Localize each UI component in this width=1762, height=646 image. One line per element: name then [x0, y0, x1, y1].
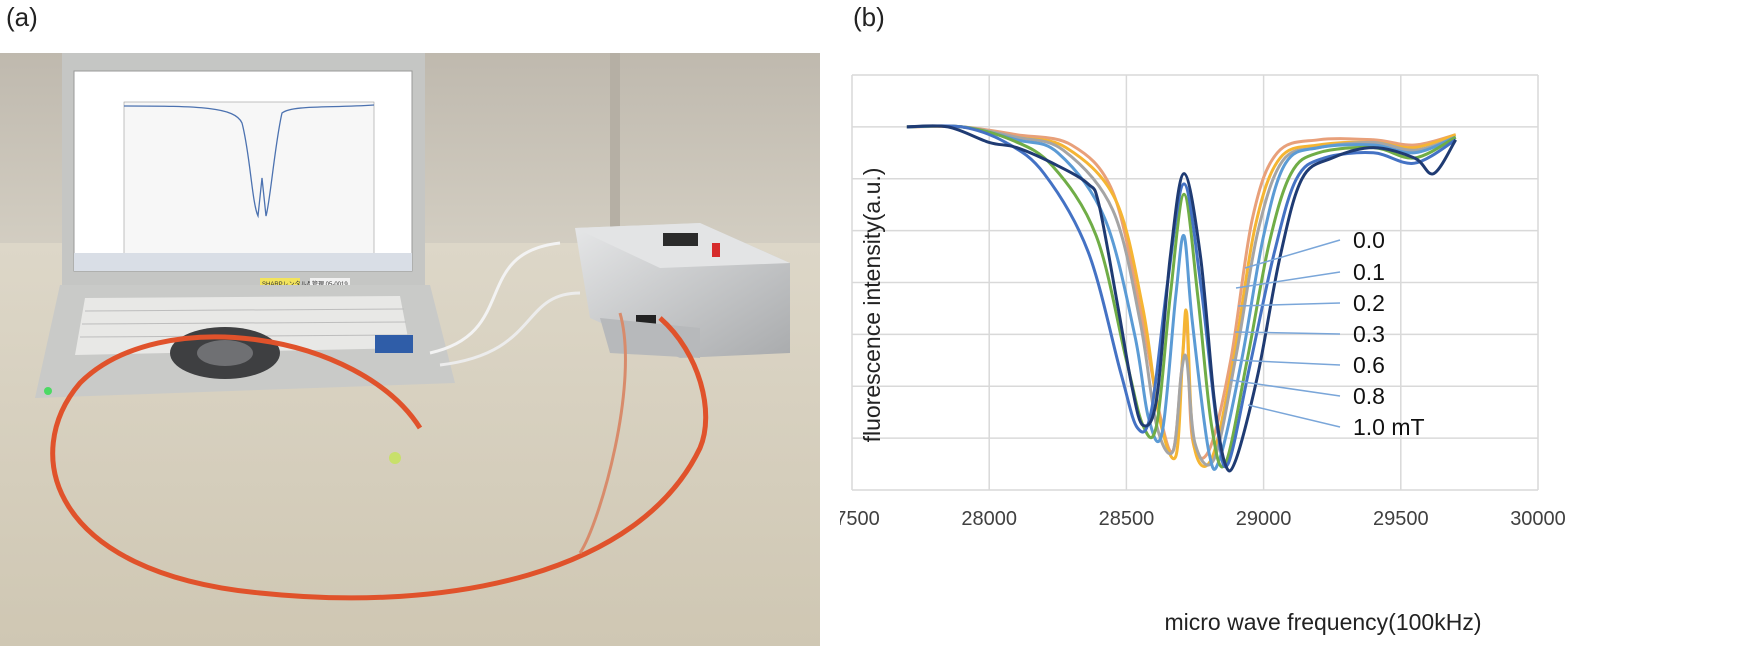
sticker-2 [310, 278, 350, 288]
screen-plot-line [123, 104, 375, 219]
legend-label-1: 0.1 [1353, 259, 1385, 285]
svg-text:管理 05-0019: 管理 05-0019 [312, 280, 348, 288]
usb-cable-1 [429, 241, 561, 355]
series-line-6 [906, 124, 1457, 473]
legend-leader-2 [1237, 302, 1341, 307]
x-tick-label: 29000 [1236, 508, 1292, 530]
box-display [663, 233, 698, 246]
taskbar [74, 253, 412, 271]
panel-label-b: (b) [853, 2, 885, 32]
axes-layer: 0.9860.9880.990.9920.9940.9960.99811.002… [840, 508, 1566, 530]
x-tick-label: 29500 [1373, 508, 1429, 530]
optical-fiber [50, 316, 709, 601]
series-layer [906, 124, 1457, 473]
fiber-probe-tip [389, 452, 401, 464]
legend-label-3: 0.3 [1353, 321, 1385, 347]
legend-leader-1 [1235, 271, 1341, 289]
legend-leader-5 [1229, 379, 1341, 397]
legend-leader-3 [1234, 331, 1341, 335]
control-box [575, 223, 790, 358]
legend-leader-6 [1247, 404, 1341, 428]
laptop: SHARPレンタル品 管理 05-0019 [35, 53, 455, 398]
legend-leader-4 [1231, 359, 1341, 366]
x-tick-label: 27500 [840, 508, 880, 530]
x-tick-label: 28000 [961, 508, 1017, 530]
legend-layer: 0.0 0.1 0.2 0.3 0.6 0.8 1.0 mT [1229, 227, 1425, 440]
series-line-5 [906, 124, 1457, 469]
legend-label-0: 0.0 [1353, 227, 1385, 253]
legend-label-2: 0.2 [1353, 290, 1385, 316]
usb-cable-2 [439, 291, 581, 367]
wall-divider [610, 53, 620, 278]
setup-photo: SHARPレンタル品 管理 05-0019 [0, 53, 820, 646]
screen-plot-area [123, 101, 375, 271]
box-switch [712, 243, 720, 257]
intel-sticker [375, 335, 413, 353]
legend-label-6: 1.0 mT [1353, 414, 1425, 440]
x-tick-label: 28500 [1099, 508, 1155, 530]
x-axis-title: micro wave frequency(100kHz) [1164, 609, 1481, 635]
series-line-1 [906, 124, 1457, 468]
odmr-chart: 0.9860.9880.990.9920.9940.9960.99811.002… [840, 74, 1566, 635]
svg-text:SHARPレンタル品: SHARPレンタル品 [262, 280, 313, 288]
x-tick-label: 30000 [1510, 508, 1566, 530]
legend-label-5: 0.8 [1353, 383, 1385, 409]
power-led [44, 387, 52, 395]
y-axis-title: fluorescence intensity(a.u.) [859, 168, 885, 443]
panel-label-a: (a) [6, 2, 38, 32]
fiber-lead [578, 312, 627, 554]
legend-label-4: 0.6 [1353, 352, 1385, 378]
series-line-4 [906, 124, 1457, 469]
sticker-1 [260, 278, 300, 288]
legend-leader-0 [1244, 239, 1341, 269]
